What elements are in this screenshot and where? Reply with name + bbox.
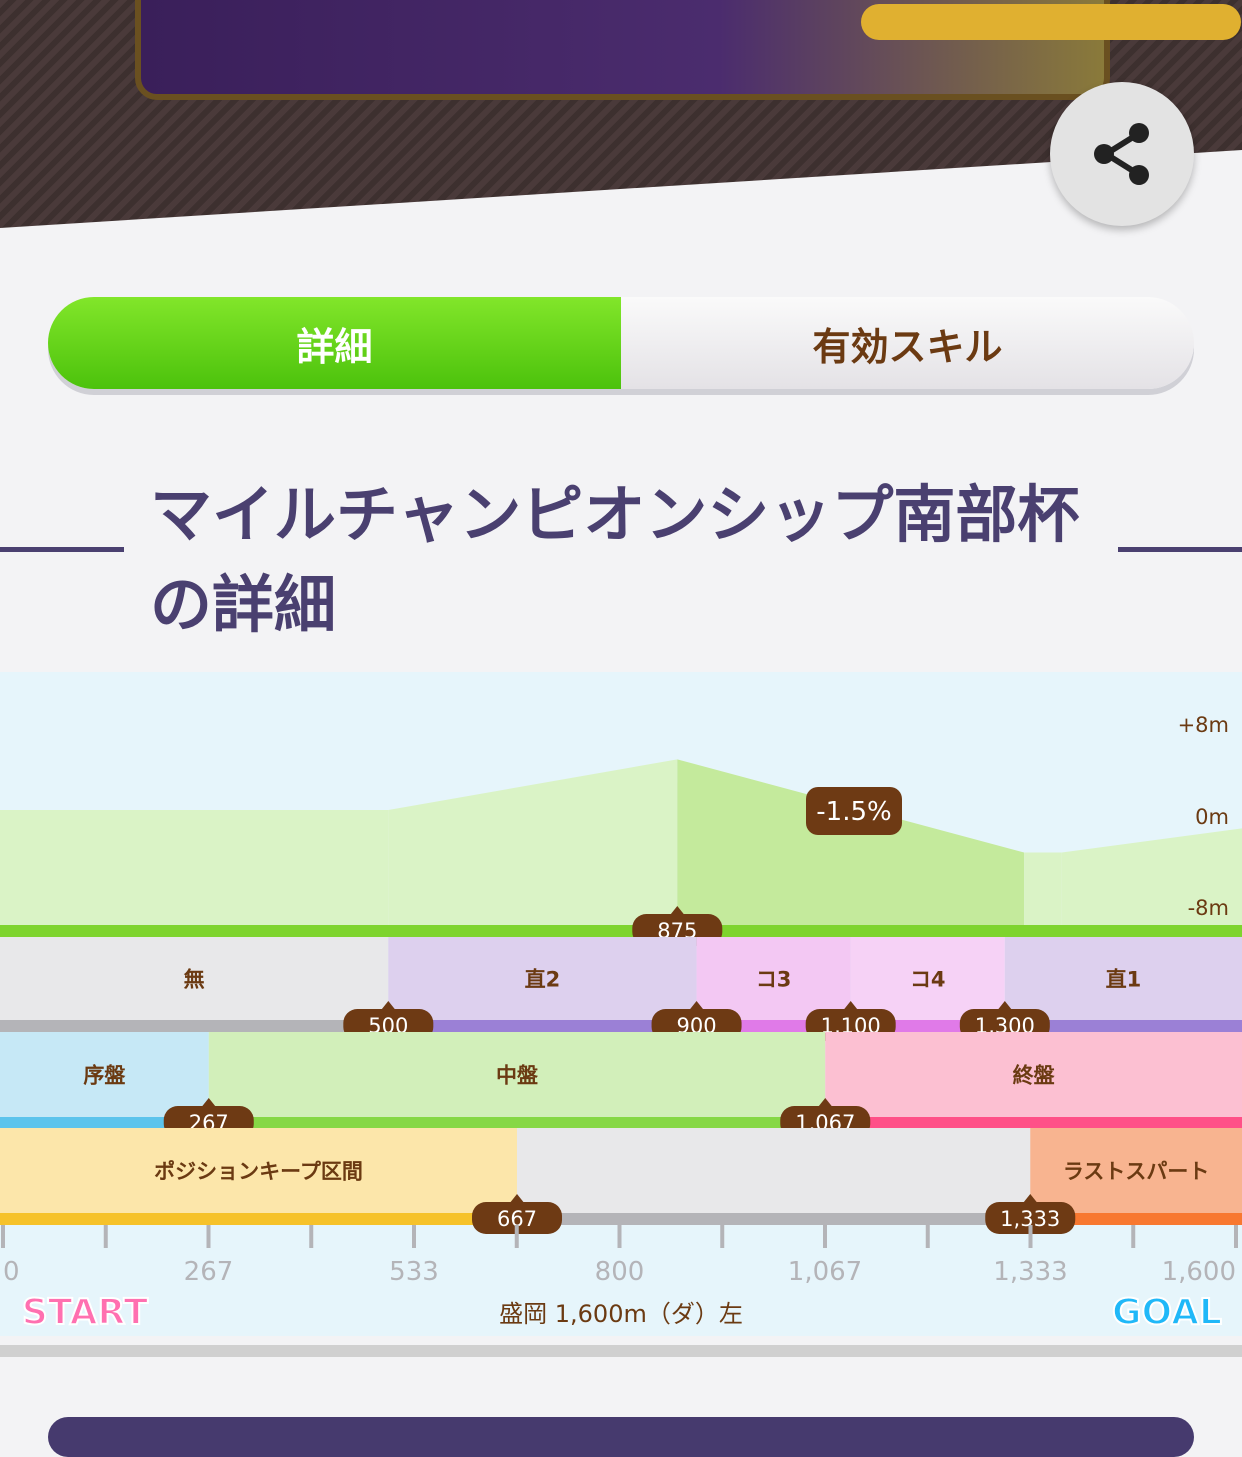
sections-marker-pointer: [688, 1001, 705, 1011]
elevation-segment: [1024, 852, 1062, 925]
phases-band: [0, 1032, 209, 1117]
phases-label: 中盤: [496, 1064, 539, 1088]
sections-bar: [1004, 1020, 1242, 1032]
sections-bar: [0, 1020, 389, 1032]
phases-band: [208, 1032, 826, 1117]
title-divider-right: [1118, 547, 1242, 552]
sections-band: [388, 937, 697, 1020]
zones-marker-bg: [985, 1202, 1076, 1234]
elevation-baseline: [0, 925, 1242, 937]
header-banner-image: [0, 0, 1242, 228]
distance-tick-label: 1,333: [993, 1257, 1067, 1287]
page-title: マイルチャンピオンシップ南部杯 の詳細: [150, 470, 1110, 650]
goal-label: GOAL: [1112, 1292, 1222, 1333]
divider: [0, 1345, 1242, 1357]
sections-band: [0, 937, 389, 1020]
zones-marker-pointer: [509, 1194, 526, 1204]
zones-marker-bg: [472, 1202, 563, 1234]
course-chart: +8m 0m -8m -1.5% 875 無直2 コ3 コ4 直1 500 900 1,100 1,30…: [0, 672, 1242, 1336]
elevation-tick-label: -8m: [1188, 896, 1229, 920]
sections-band: [850, 937, 1005, 1020]
slope-start-marker-pointer: [669, 906, 686, 916]
sections-marker-pointer: [842, 1001, 859, 1011]
elevation-tick-label: +8m: [1178, 713, 1229, 737]
sections-band: [696, 937, 851, 1020]
tab-bar: 詳細 有効スキル: [48, 297, 1194, 389]
share-button[interactable]: [1050, 82, 1194, 226]
phases-bar: [825, 1117, 1242, 1128]
elevation-segment: [677, 759, 1025, 925]
share-icon: [1094, 123, 1149, 185]
zones-label: ポジションキープ区間: [154, 1160, 363, 1184]
phases-band: [825, 1032, 1242, 1117]
phases-marker-pointer: [817, 1098, 834, 1108]
start-label: START: [22, 1292, 149, 1333]
elevation-segment: [1061, 828, 1242, 925]
distance-tick-label: 533: [389, 1257, 439, 1287]
phases-label: 終盤: [1013, 1064, 1056, 1088]
phases-bar: [208, 1117, 826, 1128]
sections-label: コ4: [910, 968, 946, 992]
elevation-segment: [0, 809, 389, 925]
distance-tick-label: 0: [3, 1257, 20, 1287]
distance-tick-label: 267: [184, 1257, 234, 1287]
zones-marker-pointer: [1022, 1194, 1039, 1204]
sections-label: 直1: [1106, 968, 1142, 992]
phases-label: 序盤: [83, 1064, 126, 1088]
slope-badge: -1.5%: [816, 797, 891, 827]
sections-band: [1004, 937, 1242, 1020]
elevation-tick-label: 0m: [1195, 805, 1229, 829]
zones-band: [1030, 1128, 1242, 1213]
phases-marker-pointer: [200, 1098, 217, 1108]
zones-band: [0, 1128, 518, 1213]
zones-bar: [0, 1213, 518, 1225]
elevation-segment: [388, 759, 678, 925]
sections-label: 直2: [525, 968, 561, 992]
title-line-2: の詳細: [150, 568, 337, 641]
distance-tick-label: 1,600: [1162, 1257, 1236, 1287]
slope-badge-bg: [806, 787, 902, 835]
course-name: 盛岡 1,600m（ダ）左: [499, 1300, 743, 1328]
sections-marker-pointer: [380, 1001, 397, 1011]
sections-label: 無: [184, 968, 205, 992]
zones-bar: [1030, 1213, 1242, 1225]
zones-label: ラストスパート: [1063, 1160, 1210, 1184]
zones-bar: [517, 1213, 1031, 1225]
sections-marker-pointer: [996, 1001, 1013, 1011]
distance-tick-label: 1,067: [788, 1257, 862, 1287]
distance-tick-label: 800: [595, 1257, 645, 1287]
phases-bar: [0, 1117, 209, 1128]
tab-effective-skills[interactable]: 有効スキル: [621, 297, 1194, 389]
sections-label: コ3: [756, 968, 792, 992]
sections-bar: [388, 1020, 697, 1032]
race-banner: [135, 0, 1241, 100]
zones-band: [517, 1128, 1031, 1213]
tab-details[interactable]: 詳細: [48, 297, 621, 389]
title-line-1: マイルチャンピオンシップ南部杯: [150, 478, 1080, 551]
title-divider-left: [0, 547, 124, 552]
next-panel: [48, 1417, 1194, 1457]
